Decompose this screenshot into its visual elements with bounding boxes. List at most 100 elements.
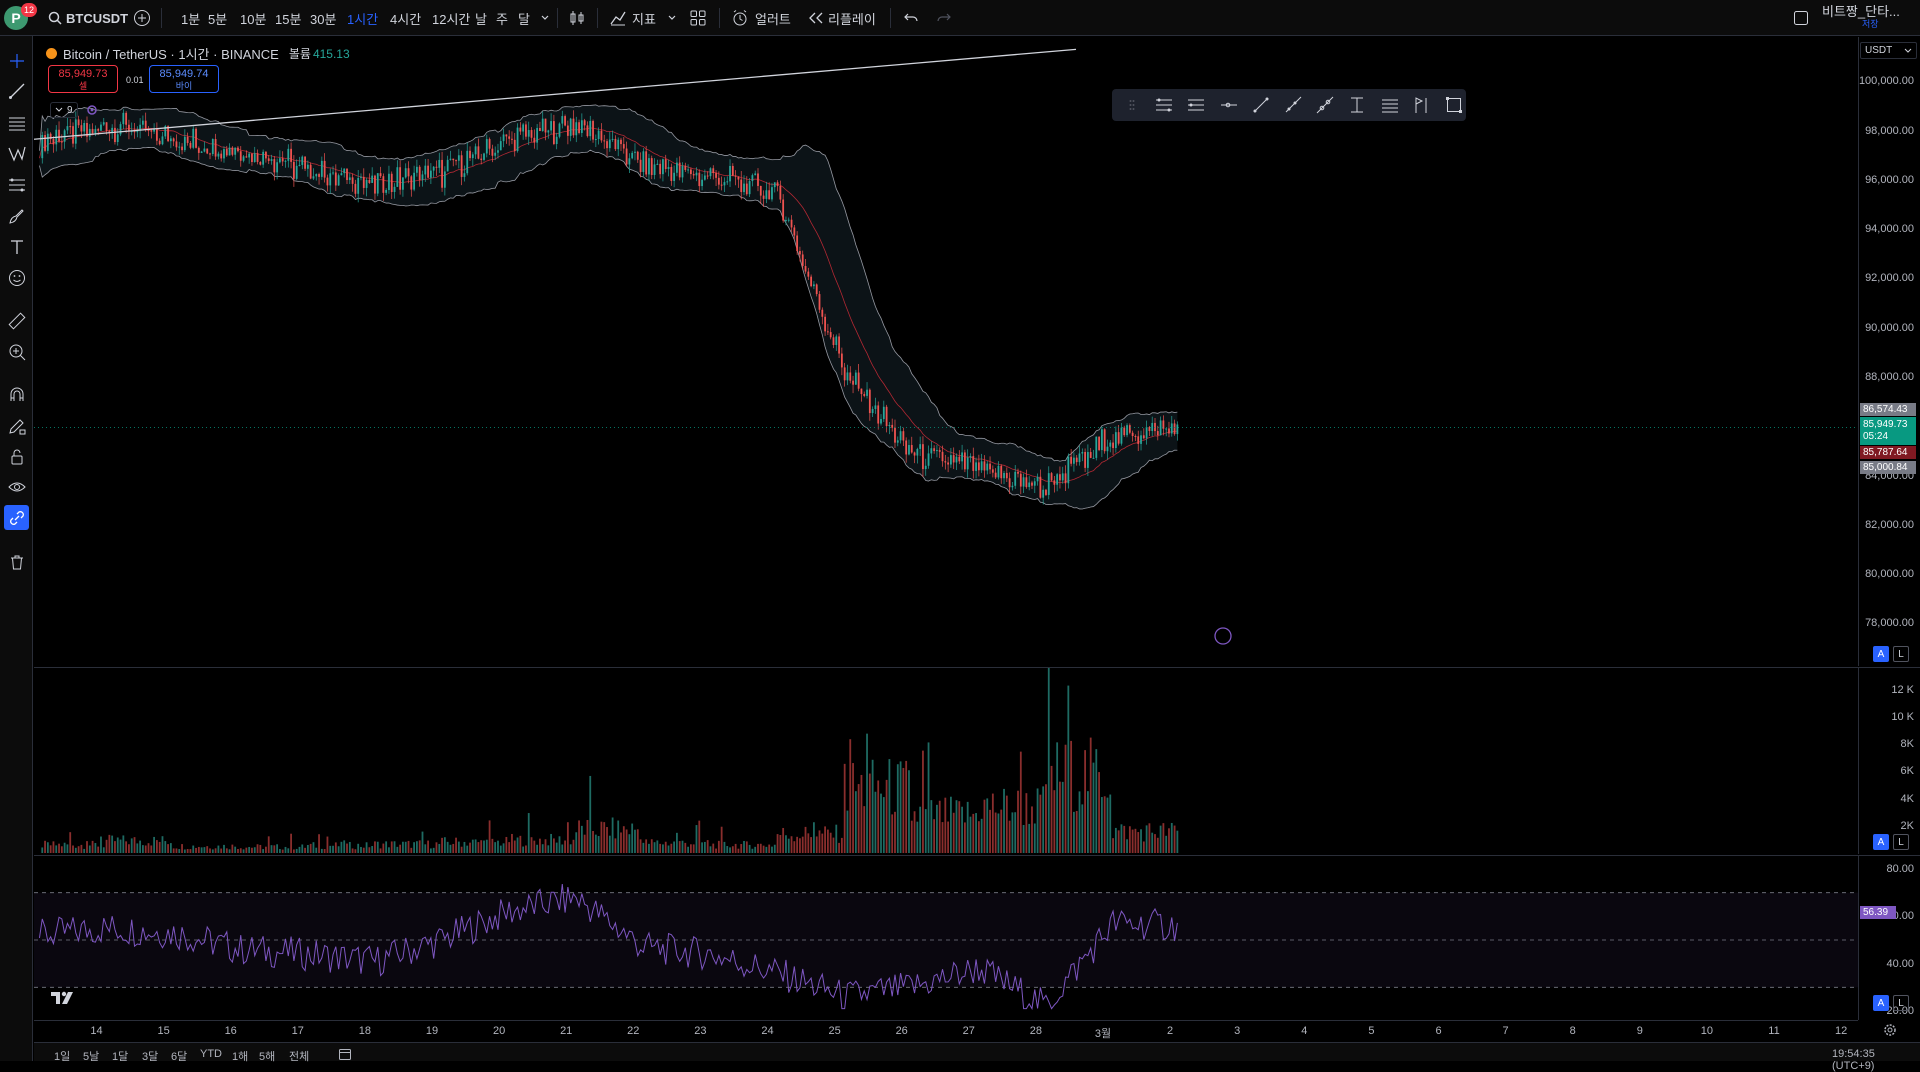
layouts-button[interactable] bbox=[689, 0, 707, 36]
fav-horizontal-ray-button[interactable] bbox=[1217, 92, 1241, 118]
hide-drawings-tool[interactable] bbox=[4, 474, 29, 499]
brush-tool[interactable] bbox=[4, 203, 29, 228]
interval-button[interactable]: 1시간 bbox=[347, 11, 379, 27]
interval-button[interactable]: 30분 bbox=[310, 11, 337, 27]
indicator-templates-dropdown[interactable] bbox=[667, 0, 677, 36]
candle-body bbox=[119, 124, 122, 135]
candle-body bbox=[625, 148, 628, 165]
candle-body bbox=[765, 190, 768, 199]
rsi-log-scale-button[interactable]: L bbox=[1893, 995, 1909, 1011]
candle-body bbox=[628, 158, 631, 165]
chart-type-button[interactable] bbox=[568, 0, 586, 36]
redo-button[interactable] bbox=[936, 0, 952, 36]
rsi-chart[interactable] bbox=[34, 856, 1858, 1021]
drag-handle[interactable] bbox=[1120, 92, 1144, 118]
range-button[interactable]: 전체 bbox=[289, 1051, 310, 1063]
interval-button[interactable]: 달 bbox=[518, 11, 530, 27]
range-button[interactable]: 6달 bbox=[171, 1051, 188, 1063]
interval-button[interactable]: 12시간 bbox=[432, 11, 471, 27]
fav-extended-line-button[interactable] bbox=[1313, 92, 1337, 118]
interval-button[interactable]: 15분 bbox=[275, 11, 302, 27]
volume-axis[interactable]: 12 K 10 K 8K 6K 4K 2K bbox=[1858, 667, 1920, 854]
log-scale-button[interactable]: L bbox=[1893, 646, 1909, 662]
tradingview-logo-icon bbox=[51, 991, 73, 1004]
time-axis[interactable]: 14 15 16 17 18 19 20 21 22 23 24 25 26 27 28 3월 2 3 4 5 6 7 8 9… bbox=[34, 1020, 1858, 1042]
volume-log-scale-button[interactable]: L bbox=[1893, 834, 1909, 850]
notification-badge[interactable]: 12 bbox=[21, 3, 37, 17]
pattern-tool[interactable] bbox=[4, 141, 29, 166]
fav-fib-button[interactable] bbox=[1152, 92, 1176, 118]
interval-button[interactable]: 주 bbox=[496, 11, 508, 27]
volume-pane[interactable] bbox=[34, 612, 1858, 855]
range-button[interactable]: YTD bbox=[200, 1048, 222, 1060]
price-axis[interactable]: USDT 100,000.00 98,000.00 96,000.00 94,000.… bbox=[1858, 37, 1920, 666]
replay-button[interactable]: 리플레이 bbox=[808, 0, 876, 36]
volume-chart[interactable] bbox=[34, 612, 1858, 855]
volume-bar bbox=[449, 844, 452, 853]
undo-button[interactable] bbox=[903, 0, 919, 36]
fav-trend-line-button[interactable] bbox=[1249, 92, 1273, 118]
range-button[interactable]: 1일 bbox=[54, 1051, 71, 1063]
zoom-tool[interactable] bbox=[4, 339, 29, 364]
volume-auto-scale-button[interactable]: A bbox=[1873, 834, 1889, 850]
interval-dropdown[interactable] bbox=[540, 0, 550, 36]
calendar-icon[interactable] bbox=[338, 1047, 352, 1061]
interval-button[interactable]: 4시간 bbox=[390, 11, 422, 27]
candle-body bbox=[1114, 432, 1117, 449]
range-button[interactable]: 5날 bbox=[83, 1051, 100, 1063]
auto-scale-button[interactable]: A bbox=[1873, 646, 1889, 662]
layout-checkbox[interactable] bbox=[1793, 0, 1809, 36]
clock[interactable]: 19:54:35 (UTC+9) bbox=[1832, 1048, 1875, 1072]
text-tool[interactable] bbox=[4, 234, 29, 259]
rsi-pane[interactable] bbox=[34, 855, 1858, 1020]
emoji-tool[interactable] bbox=[4, 265, 29, 290]
chart-settings-gear-icon[interactable] bbox=[1882, 1022, 1898, 1038]
interval-button[interactable]: 날 bbox=[475, 11, 487, 27]
range-button[interactable]: 1달 bbox=[112, 1051, 129, 1063]
volume-bar bbox=[991, 793, 994, 853]
fav-ray-button[interactable] bbox=[1281, 92, 1305, 118]
price-pane[interactable] bbox=[33, 37, 1858, 666]
crosshair-tool[interactable] bbox=[4, 48, 29, 73]
layout-menu[interactable]: 비트짱_단타... 저장 bbox=[1822, 0, 1900, 36]
ruler-tool[interactable] bbox=[4, 308, 29, 333]
symbol-search[interactable]: BTCUSDT bbox=[48, 0, 128, 36]
candle-body bbox=[178, 146, 181, 148]
trend-line-tool[interactable] bbox=[4, 78, 29, 103]
rsi-axis[interactable]: 80.00 60.00 40.00 20.00 bbox=[1858, 855, 1920, 1020]
fav-rectangle-button[interactable] bbox=[1442, 92, 1466, 118]
candle-body bbox=[759, 185, 762, 196]
fib-tool[interactable] bbox=[4, 110, 29, 135]
fav-flag-button[interactable] bbox=[1410, 92, 1434, 118]
currency-selector[interactable]: USDT bbox=[1860, 42, 1917, 59]
interval-button[interactable]: 5분 bbox=[208, 11, 228, 27]
candle-body bbox=[597, 130, 600, 140]
range-button[interactable]: 5해 bbox=[259, 1051, 276, 1063]
rsi-auto-scale-button[interactable]: A bbox=[1873, 995, 1889, 1011]
prediction-tool[interactable] bbox=[4, 172, 29, 197]
magnet-tool[interactable] bbox=[4, 382, 29, 407]
compare-button[interactable] bbox=[133, 0, 151, 36]
range-button[interactable]: 1해 bbox=[232, 1051, 249, 1063]
remove-drawings-tool[interactable] bbox=[4, 549, 29, 574]
fav-parallel-channel-button[interactable] bbox=[1378, 92, 1402, 118]
interval-button[interactable]: 1분 bbox=[181, 11, 201, 27]
sync-drawings-tool[interactable] bbox=[4, 505, 29, 530]
volume-bar bbox=[916, 821, 919, 853]
sell-button[interactable]: 85,949.73 셀 bbox=[48, 65, 118, 93]
volume-bar bbox=[857, 784, 860, 853]
indicators-button[interactable]: 지표 bbox=[609, 0, 656, 36]
settings-gear-icon[interactable] bbox=[86, 104, 98, 116]
interval-button[interactable]: 10분 bbox=[240, 11, 267, 27]
range-button[interactable]: 3달 bbox=[142, 1051, 159, 1063]
fav-price-range-button[interactable] bbox=[1345, 92, 1369, 118]
fav-position-button[interactable] bbox=[1184, 92, 1208, 118]
indicators-collapse-toggle[interactable]: 9 bbox=[50, 102, 78, 118]
buy-button[interactable]: 85,949.74 바이 bbox=[149, 65, 219, 93]
volume-bar bbox=[790, 836, 793, 853]
lock-drawings-tool[interactable] bbox=[4, 444, 29, 469]
stay-drawing-tool[interactable] bbox=[4, 413, 29, 438]
alert-button[interactable]: 얼러트 bbox=[731, 0, 791, 36]
price-chart[interactable] bbox=[33, 37, 1858, 666]
xabcd-pattern-icon bbox=[7, 146, 26, 162]
